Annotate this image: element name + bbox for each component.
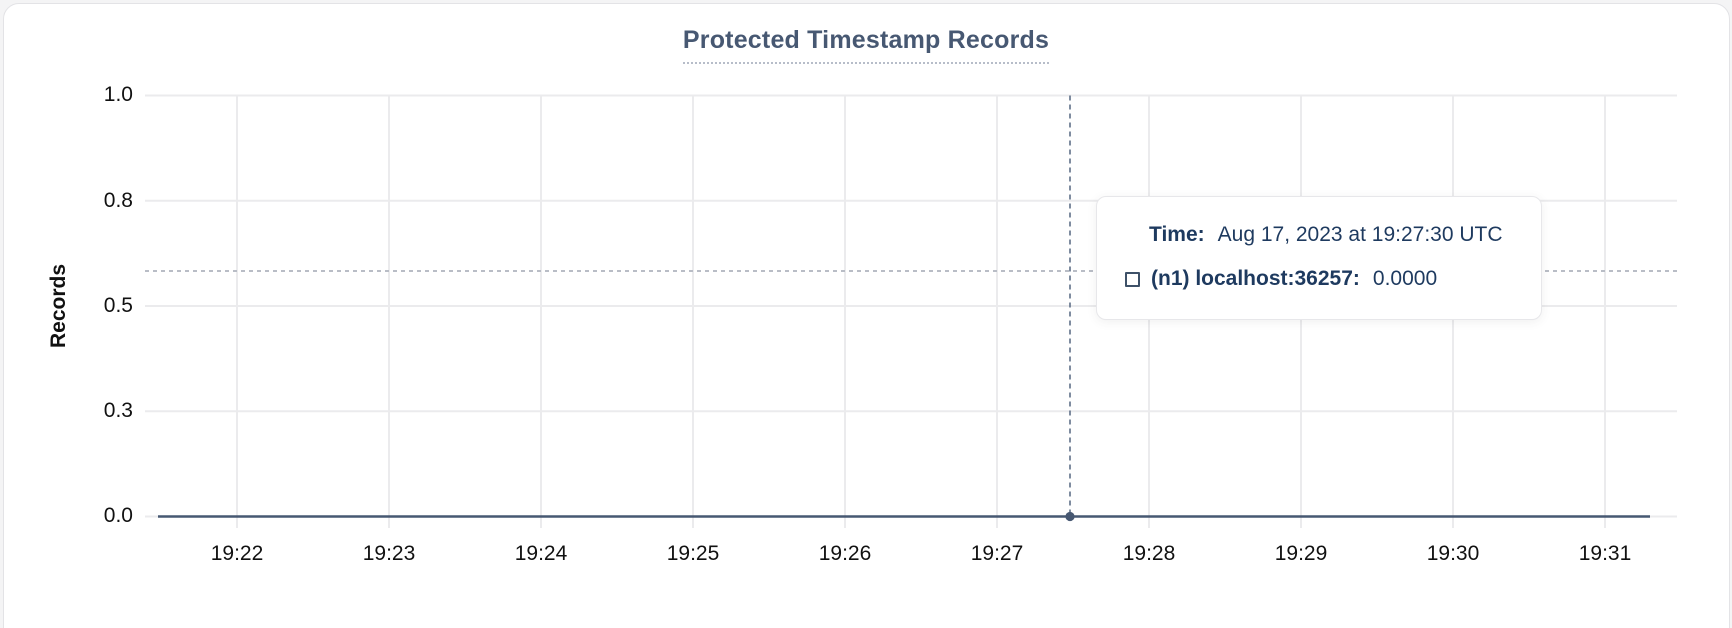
chart-header: Protected Timestamp Records bbox=[0, 26, 1732, 64]
tooltip-series-row: (n1) localhost:36257: 0.0000 bbox=[1097, 265, 1541, 293]
x-tick-label: 19:29 bbox=[1274, 542, 1328, 565]
tooltip-time-label: Time: bbox=[1149, 223, 1205, 246]
x-tick-label: 19:27 bbox=[970, 542, 1024, 565]
tooltip-series-label: (n1) localhost:36257: bbox=[1151, 267, 1360, 290]
x-tick-label: 19:28 bbox=[1122, 542, 1176, 565]
tooltip-time-row: Time: Aug 17, 2023 at 19:27:30 UTC bbox=[1097, 221, 1541, 249]
x-tick-label: 19:24 bbox=[514, 542, 568, 565]
legend-square-icon bbox=[1125, 271, 1140, 287]
y-tick-label: 0.5 bbox=[103, 294, 133, 317]
x-tick-label: 19:22 bbox=[210, 542, 264, 565]
y-tick-label: 0.3 bbox=[103, 399, 133, 422]
y-tick-label: 1.0 bbox=[103, 83, 133, 106]
x-tick-label: 19:30 bbox=[1426, 542, 1480, 565]
y-tick-label: 0.8 bbox=[103, 189, 133, 212]
tooltip-series-value: 0.0000 bbox=[1372, 267, 1438, 290]
tooltip-time-value: Aug 17, 2023 at 19:27:30 UTC bbox=[1217, 223, 1503, 246]
y-tick-label: 0.0 bbox=[103, 504, 133, 527]
x-tick-label: 19:26 bbox=[818, 542, 872, 565]
hover-point-dot bbox=[1065, 511, 1075, 522]
x-tick-label: 19:31 bbox=[1578, 542, 1632, 565]
chart-title[interactable]: Protected Timestamp Records bbox=[682, 26, 1050, 64]
x-tick-label: 19:23 bbox=[362, 542, 416, 565]
x-tick-label: 19:25 bbox=[666, 542, 720, 565]
hover-tooltip: Time: Aug 17, 2023 at 19:27:30 UTC (n1) … bbox=[1096, 196, 1542, 320]
